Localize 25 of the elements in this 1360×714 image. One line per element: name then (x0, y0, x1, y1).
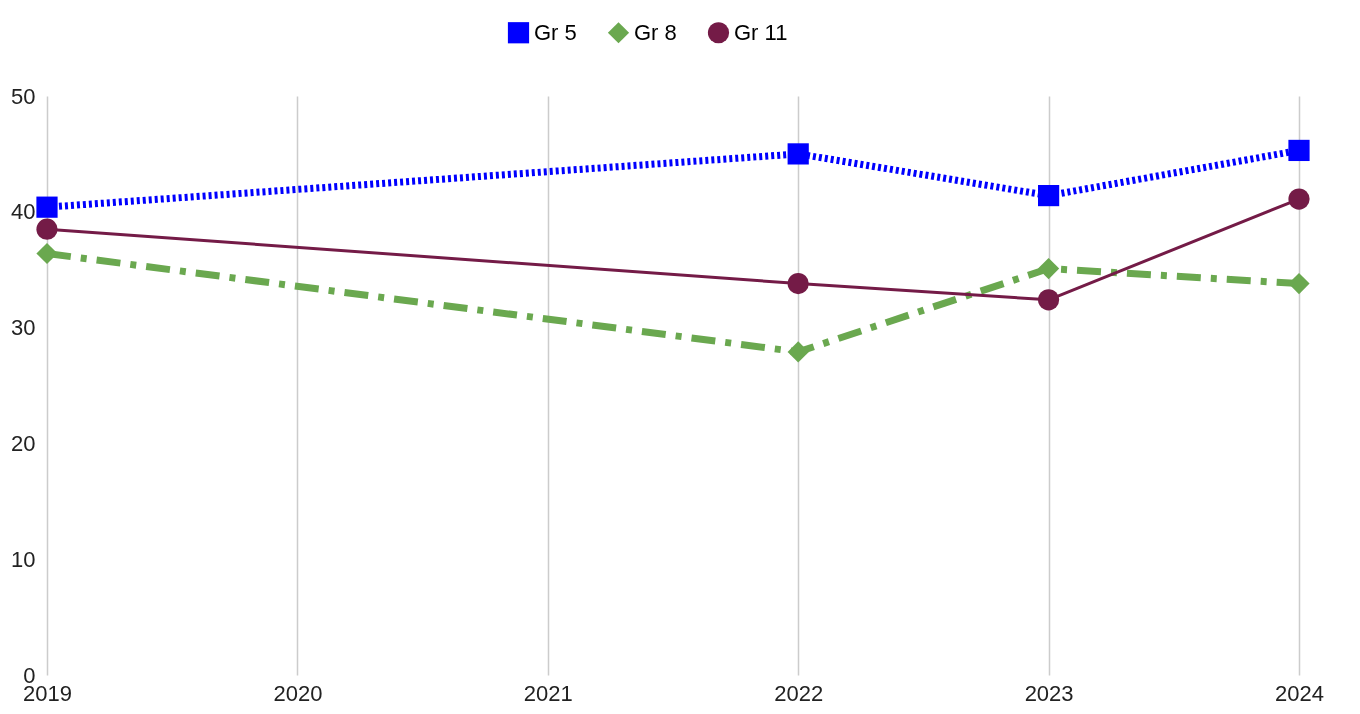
legend-label: Gr 5 (534, 19, 577, 45)
point (1037, 289, 1060, 311)
point (1288, 139, 1310, 162)
y-tick-label: 30 (11, 315, 36, 341)
point (787, 273, 809, 295)
y-tick-label: 10 (11, 546, 36, 572)
x-tick-label: 2023 (1024, 680, 1074, 706)
x-tick-label: 2020 (273, 680, 323, 706)
point (36, 218, 58, 240)
y-tick-label: 20 (11, 430, 36, 456)
point (1288, 188, 1310, 210)
y-tick-label: 50 (11, 83, 36, 109)
x-tick-label: 2022 (774, 680, 824, 706)
x-tick-label: 2024 (1275, 680, 1324, 706)
point (36, 196, 58, 218)
point (1037, 257, 1060, 280)
point (787, 143, 809, 165)
point (1037, 184, 1060, 207)
legend-label: Gr 8 (634, 19, 677, 45)
x-tick-label: 2021 (523, 680, 573, 706)
y-tick-label: 40 (11, 199, 36, 225)
point (1288, 272, 1310, 295)
legend-label: Gr 11 (734, 19, 788, 45)
point (36, 242, 58, 265)
point (787, 341, 809, 363)
